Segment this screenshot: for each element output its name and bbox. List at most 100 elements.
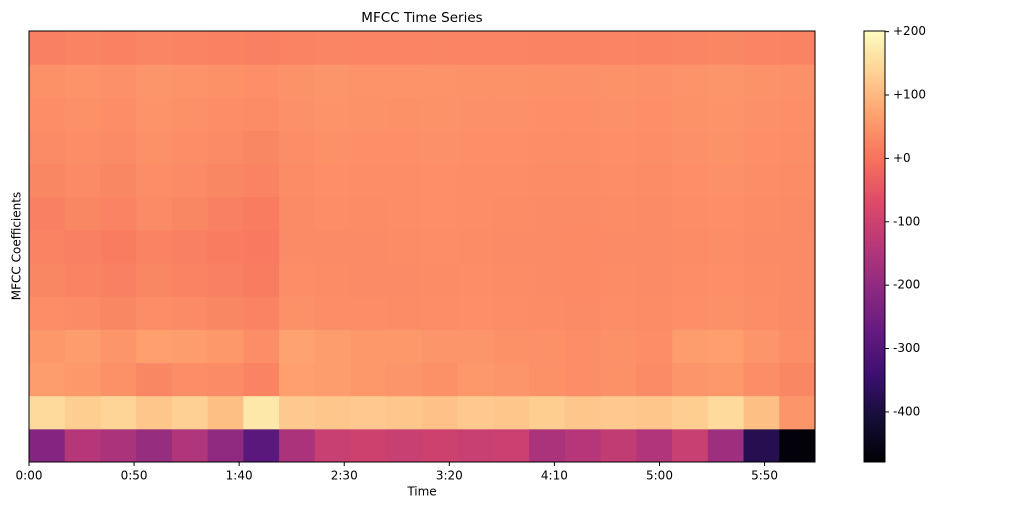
heatmap-cell xyxy=(350,428,387,463)
heatmap-cell xyxy=(29,428,66,463)
heatmap-cell xyxy=(672,263,709,297)
heatmap-cell xyxy=(314,196,352,231)
heatmap-cell xyxy=(493,428,530,463)
heatmap-cell xyxy=(386,97,423,131)
colorbar-tick-label: +100 xyxy=(893,88,926,102)
heatmap-cell xyxy=(29,196,66,231)
heatmap-cell xyxy=(64,395,101,430)
heatmap-cell xyxy=(493,395,530,430)
heatmap-cell xyxy=(707,362,745,397)
heatmap-cell xyxy=(743,97,780,131)
heatmap-cell xyxy=(279,97,316,131)
heatmap-cell xyxy=(386,229,423,264)
heatmap-cell xyxy=(564,163,602,198)
heatmap-cell xyxy=(493,130,530,165)
heatmap-cell xyxy=(279,130,316,165)
heatmap-cell xyxy=(779,130,816,165)
heatmap-cell xyxy=(64,31,101,65)
heatmap-cell xyxy=(243,263,280,297)
heatmap-cell xyxy=(743,163,780,198)
heatmap-cell xyxy=(207,97,244,131)
heatmap-cell xyxy=(779,362,816,397)
heatmap-cell xyxy=(100,130,137,165)
heatmap-cell xyxy=(29,97,66,131)
heatmap-cell xyxy=(636,130,673,165)
heatmap-cell xyxy=(136,196,173,231)
heatmap-cell xyxy=(207,296,244,330)
heatmap-cell xyxy=(243,64,280,98)
heatmap-cell xyxy=(64,130,101,165)
heatmap-cell xyxy=(350,296,387,330)
heatmap-cell xyxy=(100,329,137,364)
heatmap-cell xyxy=(279,31,316,65)
heatmap-cell xyxy=(136,395,173,430)
x-tick-label: 3:20 xyxy=(436,469,463,483)
heatmap-cell xyxy=(529,64,566,98)
colorbar-tick-label: -300 xyxy=(893,341,920,355)
heatmap-cell xyxy=(672,163,709,198)
heatmap-cell xyxy=(279,296,316,330)
heatmap-cell xyxy=(64,329,101,364)
heatmap-cell xyxy=(243,329,280,364)
y-axis-label: MFCC Coefficients xyxy=(10,192,24,300)
heatmap-cell xyxy=(64,296,101,330)
heatmap-cell xyxy=(493,31,530,65)
heatmap-cell xyxy=(207,263,244,297)
heatmap-cell xyxy=(600,395,637,430)
heatmap-cell xyxy=(314,163,352,198)
heatmap-cell xyxy=(564,31,602,65)
heatmap-cell xyxy=(636,296,673,330)
heatmap-cell xyxy=(207,229,244,264)
heatmap-cell xyxy=(564,97,602,131)
heatmap-cell xyxy=(743,428,780,463)
heatmap-cell xyxy=(171,64,209,98)
heatmap-cell xyxy=(564,329,602,364)
colorbar-tick-label: -100 xyxy=(893,214,920,228)
heatmap-cell xyxy=(457,428,494,463)
heatmap-cell xyxy=(100,97,137,131)
heatmap-cell xyxy=(779,229,816,264)
heatmap-cell xyxy=(279,64,316,98)
heatmap-cell xyxy=(564,428,602,463)
heatmap-cell xyxy=(529,130,566,165)
heatmap-cell xyxy=(64,163,101,198)
heatmap-cell xyxy=(314,130,352,165)
heatmap-cell xyxy=(386,395,423,430)
heatmap-cell xyxy=(636,229,673,264)
heatmap-cell xyxy=(707,428,745,463)
heatmap-cell xyxy=(707,31,745,65)
heatmap-cell xyxy=(779,428,816,463)
heatmap-cell xyxy=(743,229,780,264)
heatmap-cell xyxy=(171,296,209,330)
heatmap-cell xyxy=(314,296,352,330)
heatmap-cell xyxy=(243,229,280,264)
colorbar-tick-label: -200 xyxy=(893,278,920,292)
heatmap-cell xyxy=(457,64,494,98)
heatmap-cell xyxy=(422,97,459,131)
heatmap-cell xyxy=(564,196,602,231)
heatmap-cell xyxy=(207,329,244,364)
heatmap-cell xyxy=(600,263,637,297)
heatmap-cell xyxy=(100,395,137,430)
heatmap-cell xyxy=(136,263,173,297)
heatmap-cell xyxy=(457,329,494,364)
heatmap-cell xyxy=(743,329,780,364)
heatmap-cell xyxy=(64,362,101,397)
heatmap-cell xyxy=(529,97,566,131)
heatmap-cell xyxy=(707,229,745,264)
heatmap-cell xyxy=(422,428,459,463)
heatmap xyxy=(29,31,816,463)
heatmap-cell xyxy=(207,64,244,98)
heatmap-cell xyxy=(636,97,673,131)
heatmap-cell xyxy=(707,64,745,98)
heatmap-cell xyxy=(100,31,137,65)
heatmap-cell xyxy=(493,64,530,98)
heatmap-cell xyxy=(707,395,745,430)
heatmap-cell xyxy=(314,31,352,65)
heatmap-cell xyxy=(564,362,602,397)
heatmap-cell xyxy=(672,329,709,364)
heatmap-cell xyxy=(707,97,745,131)
heatmap-cell xyxy=(529,428,566,463)
heatmap-cell xyxy=(350,97,387,131)
